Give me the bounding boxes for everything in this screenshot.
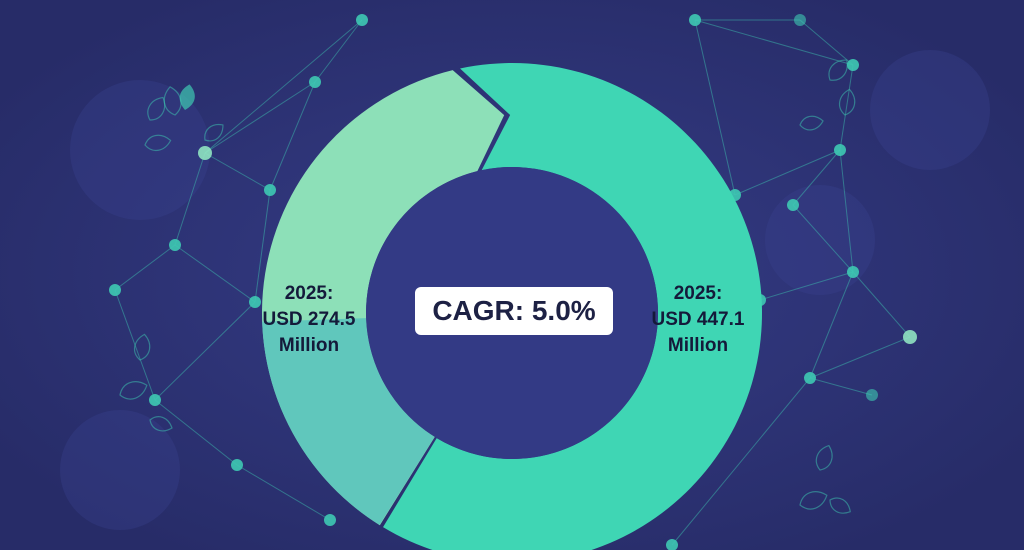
network-link [734,149,841,196]
network-node [264,184,276,196]
leaf-icon [799,115,824,131]
network-node [804,372,816,384]
network-link [154,399,238,466]
network-link [254,189,271,303]
network-link [204,152,271,191]
network-link [852,271,911,338]
network-link [809,336,911,379]
network-graph [109,14,917,550]
network-node [666,539,678,550]
leaf-icon [163,86,182,116]
leaf-icon [119,381,148,400]
network-link [114,289,156,401]
network-node [109,284,121,296]
leaf-icon [147,96,166,121]
network-link [154,301,256,401]
network-link [174,244,256,303]
background-blob [60,410,180,530]
network-link [114,244,176,291]
network-node [866,389,878,401]
network-node [324,514,336,526]
network-node [309,76,321,88]
network-link [792,204,854,273]
left-year-label: 2025: [284,283,334,304]
network-node [231,459,243,471]
donut-segment-2 [383,63,762,550]
network-node [903,330,917,344]
network-node [847,59,859,71]
network-link [809,377,873,396]
network-link [204,19,363,154]
network-link [314,19,363,83]
network-link [809,271,854,379]
background-blob [870,50,990,170]
network-node [794,14,806,26]
right-year-label: 2025: [673,283,723,304]
leaf-icon [799,491,828,510]
cagr-badge: CAGR: 5.0% [415,287,613,335]
leaf-icon [828,59,848,81]
network-node [787,199,799,211]
network-link [236,464,331,521]
left-value-label: 2025: USD 274.5 Million [234,281,384,359]
leaf-icon [133,333,151,361]
network-node [847,266,859,278]
leaf-icon [149,416,173,432]
network-link [694,19,736,196]
network-node [198,146,212,160]
network-link [839,64,854,151]
network-link [799,19,854,66]
left-unit-label: Million [278,335,340,356]
network-link [792,149,841,206]
network-node [169,239,181,251]
right-amount-label: USD 447.1 [651,309,745,330]
leaf-icon [829,497,851,514]
network-link [269,81,316,191]
background-decoration [60,50,990,530]
leaf-icon [815,444,833,471]
network-link [671,377,811,546]
leaf-icon [179,84,195,110]
left-amount-label: USD 274.5 [262,309,356,330]
leaf-icon [144,134,172,152]
network-link [839,149,854,273]
right-value-label: 2025: USD 447.1 Million [623,281,773,359]
donut-overlap-wedge [262,318,435,526]
leaf-icon [838,88,856,116]
network-link [759,271,854,301]
network-link [694,19,854,66]
network-link [174,152,206,246]
right-unit-label: Million [667,335,729,356]
leaf-icon [204,123,224,142]
network-node [689,14,701,26]
network-node [249,296,261,308]
network-node [356,14,368,26]
background-blob [765,185,875,295]
network-node [834,144,846,156]
network-node [149,394,161,406]
network-link [204,81,316,154]
